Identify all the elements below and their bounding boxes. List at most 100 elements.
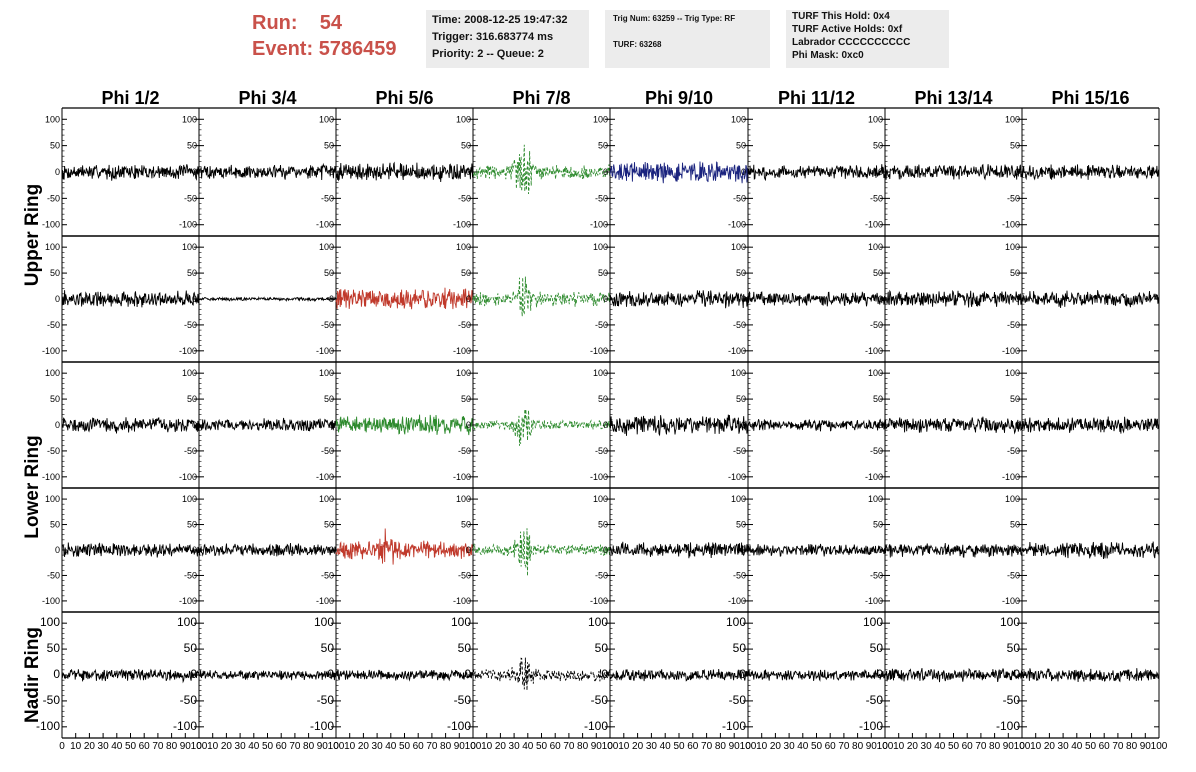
y-tick-label: 0	[603, 294, 608, 304]
y-tick-label: -50	[1003, 693, 1021, 707]
waveform-trace	[884, 416, 1023, 435]
y-tick-label: -50	[1007, 570, 1020, 580]
y-tick-label: -100	[590, 472, 608, 482]
waveform-trace	[61, 542, 200, 558]
y-tick-label: -100	[173, 719, 197, 733]
x-tick-label: 20	[632, 741, 644, 752]
waveform-trace	[61, 668, 200, 684]
y-tick-label: -100	[42, 596, 60, 606]
y-tick-label: -100	[453, 596, 471, 606]
waveform-panel: 100 50 0 -50 -100	[590, 236, 749, 362]
y-tick-label: -50	[184, 446, 197, 456]
y-tick-label: 100	[731, 242, 746, 252]
x-tick-label: 0	[333, 741, 339, 752]
x-tick-label: 0	[59, 741, 65, 752]
waveform-panel: 100 50 0 -50 -100	[1002, 362, 1160, 488]
waveform-trace	[61, 290, 200, 308]
x-tick-label: 100	[877, 741, 894, 752]
y-tick-label: 50	[873, 268, 883, 278]
y-tick-label: 100	[319, 368, 334, 378]
waveform-trace	[61, 164, 200, 181]
y-tick-label: 50	[598, 268, 608, 278]
y-tick-label: -50	[458, 193, 471, 203]
x-tick-label: 80	[989, 741, 1001, 752]
waveform-trace	[1021, 164, 1160, 181]
y-tick-label: 50	[47, 641, 61, 655]
turf-this-hold-text: TURF This Hold: 0x4	[792, 11, 890, 22]
phi-mask-text: Phi Mask: 0xc0	[792, 50, 864, 61]
trigger-text: Trigger: 316.683774 ms	[432, 31, 554, 43]
y-tick-label: 0	[329, 167, 334, 177]
y-tick-label: 50	[873, 141, 883, 151]
x-tick-label: 90	[591, 741, 603, 752]
y-tick-label: 50	[324, 141, 334, 151]
waveform-panel: 100 50 0 -50 -100	[865, 362, 1023, 488]
y-tick-label: 0	[192, 167, 197, 177]
y-tick-label: 0	[192, 545, 197, 555]
y-tick-label: 0	[55, 294, 60, 304]
y-tick-label: 50	[458, 641, 472, 655]
y-tick-label: 100	[319, 242, 334, 252]
y-tick-label: -100	[859, 719, 883, 733]
run-label: Run:	[252, 12, 298, 34]
waveform-trace	[1021, 416, 1160, 434]
y-tick-label: -50	[595, 570, 608, 580]
y-tick-label: 50	[187, 394, 197, 404]
y-tick-label: -100	[590, 596, 608, 606]
y-tick-label: -100	[42, 346, 60, 356]
waveform-panel: 100 50 0 -50 -100	[173, 612, 337, 738]
y-tick-label: 50	[1010, 268, 1020, 278]
y-tick-label: 50	[1010, 141, 1020, 151]
y-tick-label: 100	[868, 114, 883, 124]
labrador-text: Labrador CCCCCCCCCC	[792, 37, 911, 48]
turf-active-holds-text: TURF Active Holds: 0xf	[792, 24, 903, 35]
x-tick-label: 60	[139, 741, 151, 752]
ring-label: Nadir Ring	[22, 627, 43, 723]
y-tick-label: -50	[47, 570, 60, 580]
y-tick-label: -50	[458, 320, 471, 330]
x-tick-label: 60	[413, 741, 425, 752]
x-tick-label: 40	[111, 741, 123, 752]
y-tick-label: 100	[456, 242, 471, 252]
y-tick-label: 100	[593, 242, 608, 252]
y-tick-label: 50	[461, 520, 471, 530]
x-tick-label: 80	[1126, 741, 1138, 752]
x-tick-label: 0	[882, 741, 888, 752]
x-tick-label: 30	[1058, 741, 1070, 752]
time-text: Time: 2008-12-25 19:47:32	[432, 14, 568, 26]
x-tick-label: 10	[756, 741, 768, 752]
column-header: Phi 11/12	[778, 88, 855, 108]
waveform-trace	[335, 287, 474, 310]
x-tick-label: 70	[975, 741, 987, 752]
x-tick-label: 30	[509, 741, 521, 752]
y-tick-label: 0	[601, 667, 608, 681]
y-tick-label: -50	[591, 693, 609, 707]
y-tick-label: 100	[456, 494, 471, 504]
x-tick-label: 40	[934, 741, 946, 752]
y-tick-label: -100	[179, 596, 197, 606]
priority-text: Priority: 2 -- Queue: 2	[432, 48, 544, 60]
y-tick-label: -100	[1002, 472, 1020, 482]
x-tick-label: 20	[221, 741, 233, 752]
waveform-panel: 100 50 0 -50 -100	[590, 108, 749, 236]
x-tick-label: 50	[1085, 741, 1097, 752]
x-tick-label: 60	[276, 741, 288, 752]
y-tick-label: 50	[1010, 520, 1020, 530]
x-tick-label: 70	[152, 741, 164, 752]
y-tick-label: 100	[1005, 242, 1020, 252]
y-tick-label: 100	[1005, 114, 1020, 124]
y-tick-label: 50	[50, 141, 60, 151]
x-tick-label: 60	[687, 741, 699, 752]
column-header: Phi 5/6	[375, 88, 433, 108]
waveform-trace	[747, 164, 886, 182]
x-tick-label: 50	[811, 741, 823, 752]
y-tick-label: -100	[590, 346, 608, 356]
x-tick-label: 60	[550, 741, 562, 752]
waveform-trace	[198, 417, 337, 432]
waveform-panel: 100 50 0 -50 -100	[316, 362, 474, 488]
y-tick-label: 50	[598, 394, 608, 404]
waveform-panel: 100 50 0 -50 -100	[865, 108, 1023, 236]
y-tick-label: 0	[53, 667, 60, 681]
waveform-trace	[884, 543, 1023, 558]
waveform-panel: 100 50 0 -50 -100	[453, 362, 611, 488]
